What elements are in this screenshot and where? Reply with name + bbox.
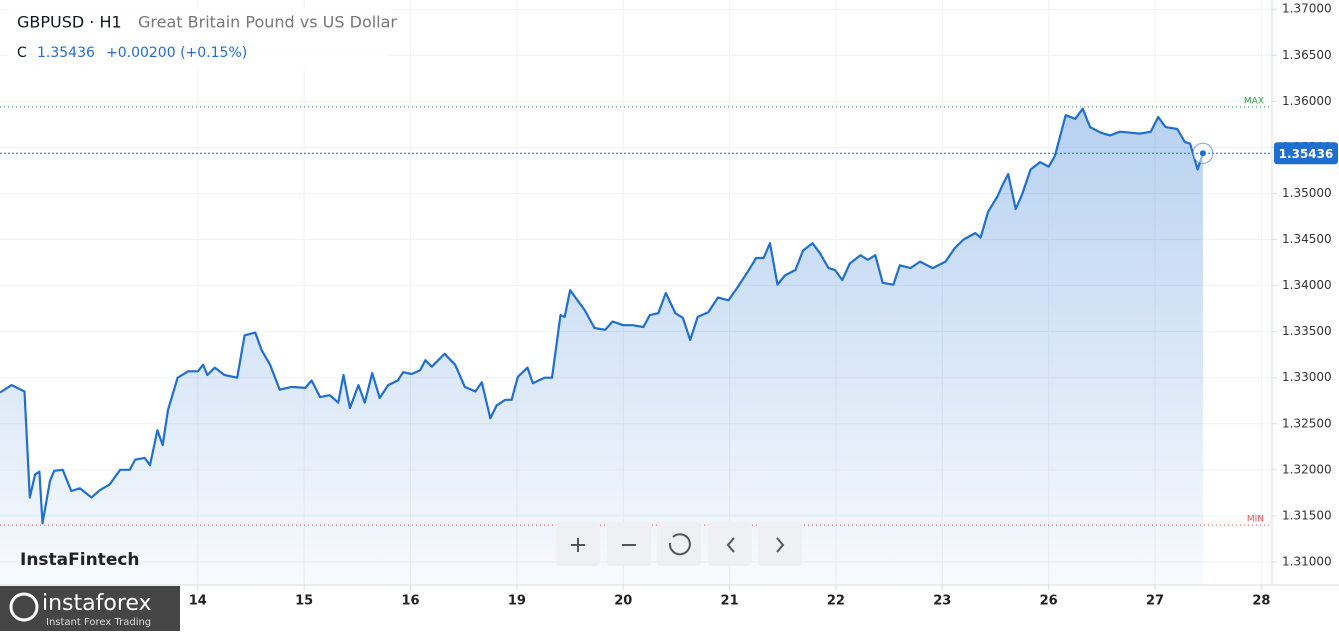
y-tick-label: 1.36500 <box>1282 48 1332 62</box>
x-tick-label: 23 <box>933 594 951 609</box>
y-tick-label: 1.32500 <box>1282 416 1332 430</box>
x-tick-label: 16 <box>401 594 419 609</box>
y-tick-label: 1.33000 <box>1282 370 1332 384</box>
y-tick-label: 1.34000 <box>1282 278 1332 292</box>
reset-icon <box>668 533 691 556</box>
y-tick-label: 1.32000 <box>1282 462 1332 476</box>
reset-button[interactable] <box>657 522 701 566</box>
x-tick-label: 19 <box>508 594 526 609</box>
close-prefix: C <box>17 45 27 61</box>
last-point <box>1199 150 1206 157</box>
area-fill <box>0 108 1203 585</box>
plus-icon <box>571 538 585 552</box>
logo-tagline: Instant Forex Trading <box>46 617 151 628</box>
x-tick-label: 21 <box>721 594 739 609</box>
y-tick-label: 1.34500 <box>1282 232 1332 246</box>
symbol: GBPUSD · H1 <box>17 13 122 32</box>
y-tick-label: 1.31500 <box>1282 508 1332 522</box>
left-icon <box>726 537 735 553</box>
x-tick-label: 15 <box>295 594 313 609</box>
max-line-label: MAX <box>1244 96 1264 106</box>
x-tick-label: 26 <box>1040 594 1058 609</box>
x-tick-label: 14 <box>189 594 207 609</box>
y-tick-label: 1.36000 <box>1282 94 1332 108</box>
price-line <box>0 107 1204 525</box>
close-value: 1.35436 <box>37 45 95 61</box>
description: Great Britain Pound vs US Dollar <box>138 13 397 32</box>
scroll-right-button[interactable] <box>758 522 802 566</box>
y-tick-label: 1.31000 <box>1282 554 1332 568</box>
x-tick-label: 20 <box>614 594 632 609</box>
y-tick-label: 1.35000 <box>1282 186 1332 200</box>
min-line-label: MIN <box>1247 515 1264 525</box>
close-badge-label: 1.35436 <box>1279 147 1334 161</box>
y-tick-label: 1.37000 <box>1282 2 1332 16</box>
logo-icon <box>9 592 39 622</box>
change: +0.00200 (+0.15%) <box>106 45 247 61</box>
close-badge <box>1274 142 1338 165</box>
y-tick-label: 1.33500 <box>1282 324 1332 338</box>
right-icon <box>776 537 785 553</box>
header-bg <box>8 8 388 70</box>
x-tick-label: 28 <box>1252 594 1270 609</box>
watermark: InstaFintech <box>20 550 140 570</box>
toolbar <box>556 522 802 566</box>
logo-name: instaforex <box>42 591 152 616</box>
x-tick-label: 27 <box>1146 594 1164 609</box>
x-tick-label: 22 <box>827 594 845 609</box>
logo-bg <box>0 586 180 631</box>
